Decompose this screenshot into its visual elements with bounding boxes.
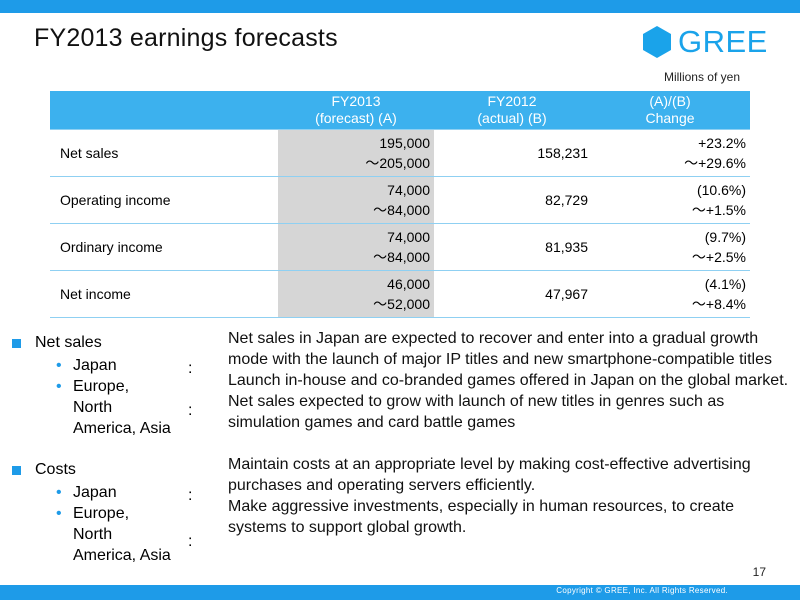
description-paragraph: Launch in-house and co-branded games off…	[228, 372, 789, 431]
change-cell: +23.2% ～+29.6%	[590, 129, 750, 177]
page-number: 17	[752, 565, 766, 579]
bullet-dot-icon: •	[56, 357, 62, 374]
header-change: (A)/(B) Change	[590, 91, 750, 130]
description-text: Net sales in Japan are expected to recov…	[228, 328, 793, 538]
description-paragraph: Make aggressive investments, especially …	[228, 498, 735, 536]
gree-logo: GREE	[642, 24, 768, 60]
bullet-dot-icon: •	[56, 505, 62, 522]
description-paragraph: Net sales in Japan are expected to recov…	[228, 330, 772, 368]
table-header-row: FY2013 (forecast) (A) FY2012 (actual) (B) …	[50, 91, 750, 130]
actual-cell: 81,935	[434, 223, 590, 271]
bullet-dot-icon: •	[56, 484, 62, 501]
description-paragraph: Maintain costs at an appropriate level b…	[228, 456, 751, 494]
section-costs: Costs • Japan : • Europe, North America,…	[10, 459, 210, 566]
actual-cell: 47,967	[434, 270, 590, 318]
row-label: Net sales	[50, 129, 278, 177]
list-item: • Europe, North America, Asia :	[56, 378, 193, 437]
table-row: Ordinary income 74,000 ～84,000 81,935 (9.…	[50, 223, 750, 271]
row-label: Ordinary income	[50, 223, 278, 271]
list-item: • Europe, North America, Asia :	[56, 505, 193, 564]
table-row: Operating income 74,000 ～84,000 82,729 (1…	[50, 176, 750, 224]
list-item: • Japan :	[56, 357, 193, 377]
section-title: Costs	[10, 459, 210, 481]
bullet-dot-icon: •	[56, 378, 62, 395]
top-accent-bar	[0, 0, 800, 13]
square-bullet-icon	[12, 465, 21, 475]
bottom-accent-bar: Copyright © GREE, Inc. All Rights Reserv…	[0, 585, 800, 600]
hexagon-logo-icon	[643, 26, 671, 58]
change-cell: (10.6%) ～+1.5%	[590, 176, 750, 224]
table-row: Net income 46,000 ～52,000 47,967 (4.1%) ～+…	[50, 270, 750, 318]
actual-cell: 82,729	[434, 176, 590, 224]
forecast-cell: 46,000 ～52,000	[278, 270, 434, 318]
forecast-cell: 74,000 ～84,000	[278, 176, 434, 224]
header-label-cell	[50, 91, 278, 130]
change-cell: (9.7%) ～+2.5%	[590, 223, 750, 271]
change-cell: (4.1%) ～+8.4%	[590, 270, 750, 318]
header-fy2013: FY2013 (forecast) (A)	[278, 91, 434, 130]
forecast-cell: 195,000 ～205,000	[278, 129, 434, 177]
page-title: FY2013 earnings forecasts	[34, 24, 338, 52]
copyright-notice: Copyright © GREE, Inc. All Rights Reserv…	[556, 586, 728, 595]
category-list: Net sales • Japan : • Europe, North Amer…	[10, 332, 210, 566]
forecast-cell: 74,000 ～84,000	[278, 223, 434, 271]
square-bullet-icon	[12, 338, 21, 348]
units-note: Millions of yen	[663, 70, 740, 84]
header-fy2012: FY2012 (actual) (B)	[434, 91, 590, 130]
actual-cell: 158,231	[434, 129, 590, 177]
table-row: Net sales 195,000 ～205,000 158,231 +23.2%…	[50, 129, 750, 177]
section-title: Net sales	[10, 332, 210, 354]
section-net-sales: Net sales • Japan : • Europe, North Amer…	[10, 332, 210, 439]
row-label: Operating income	[50, 176, 278, 224]
row-label: Net income	[50, 270, 278, 318]
logo-text: GREE	[678, 24, 768, 59]
list-item: • Japan :	[56, 484, 193, 504]
earnings-table: FY2013 (forecast) (A) FY2012 (actual) (B) …	[50, 91, 750, 318]
